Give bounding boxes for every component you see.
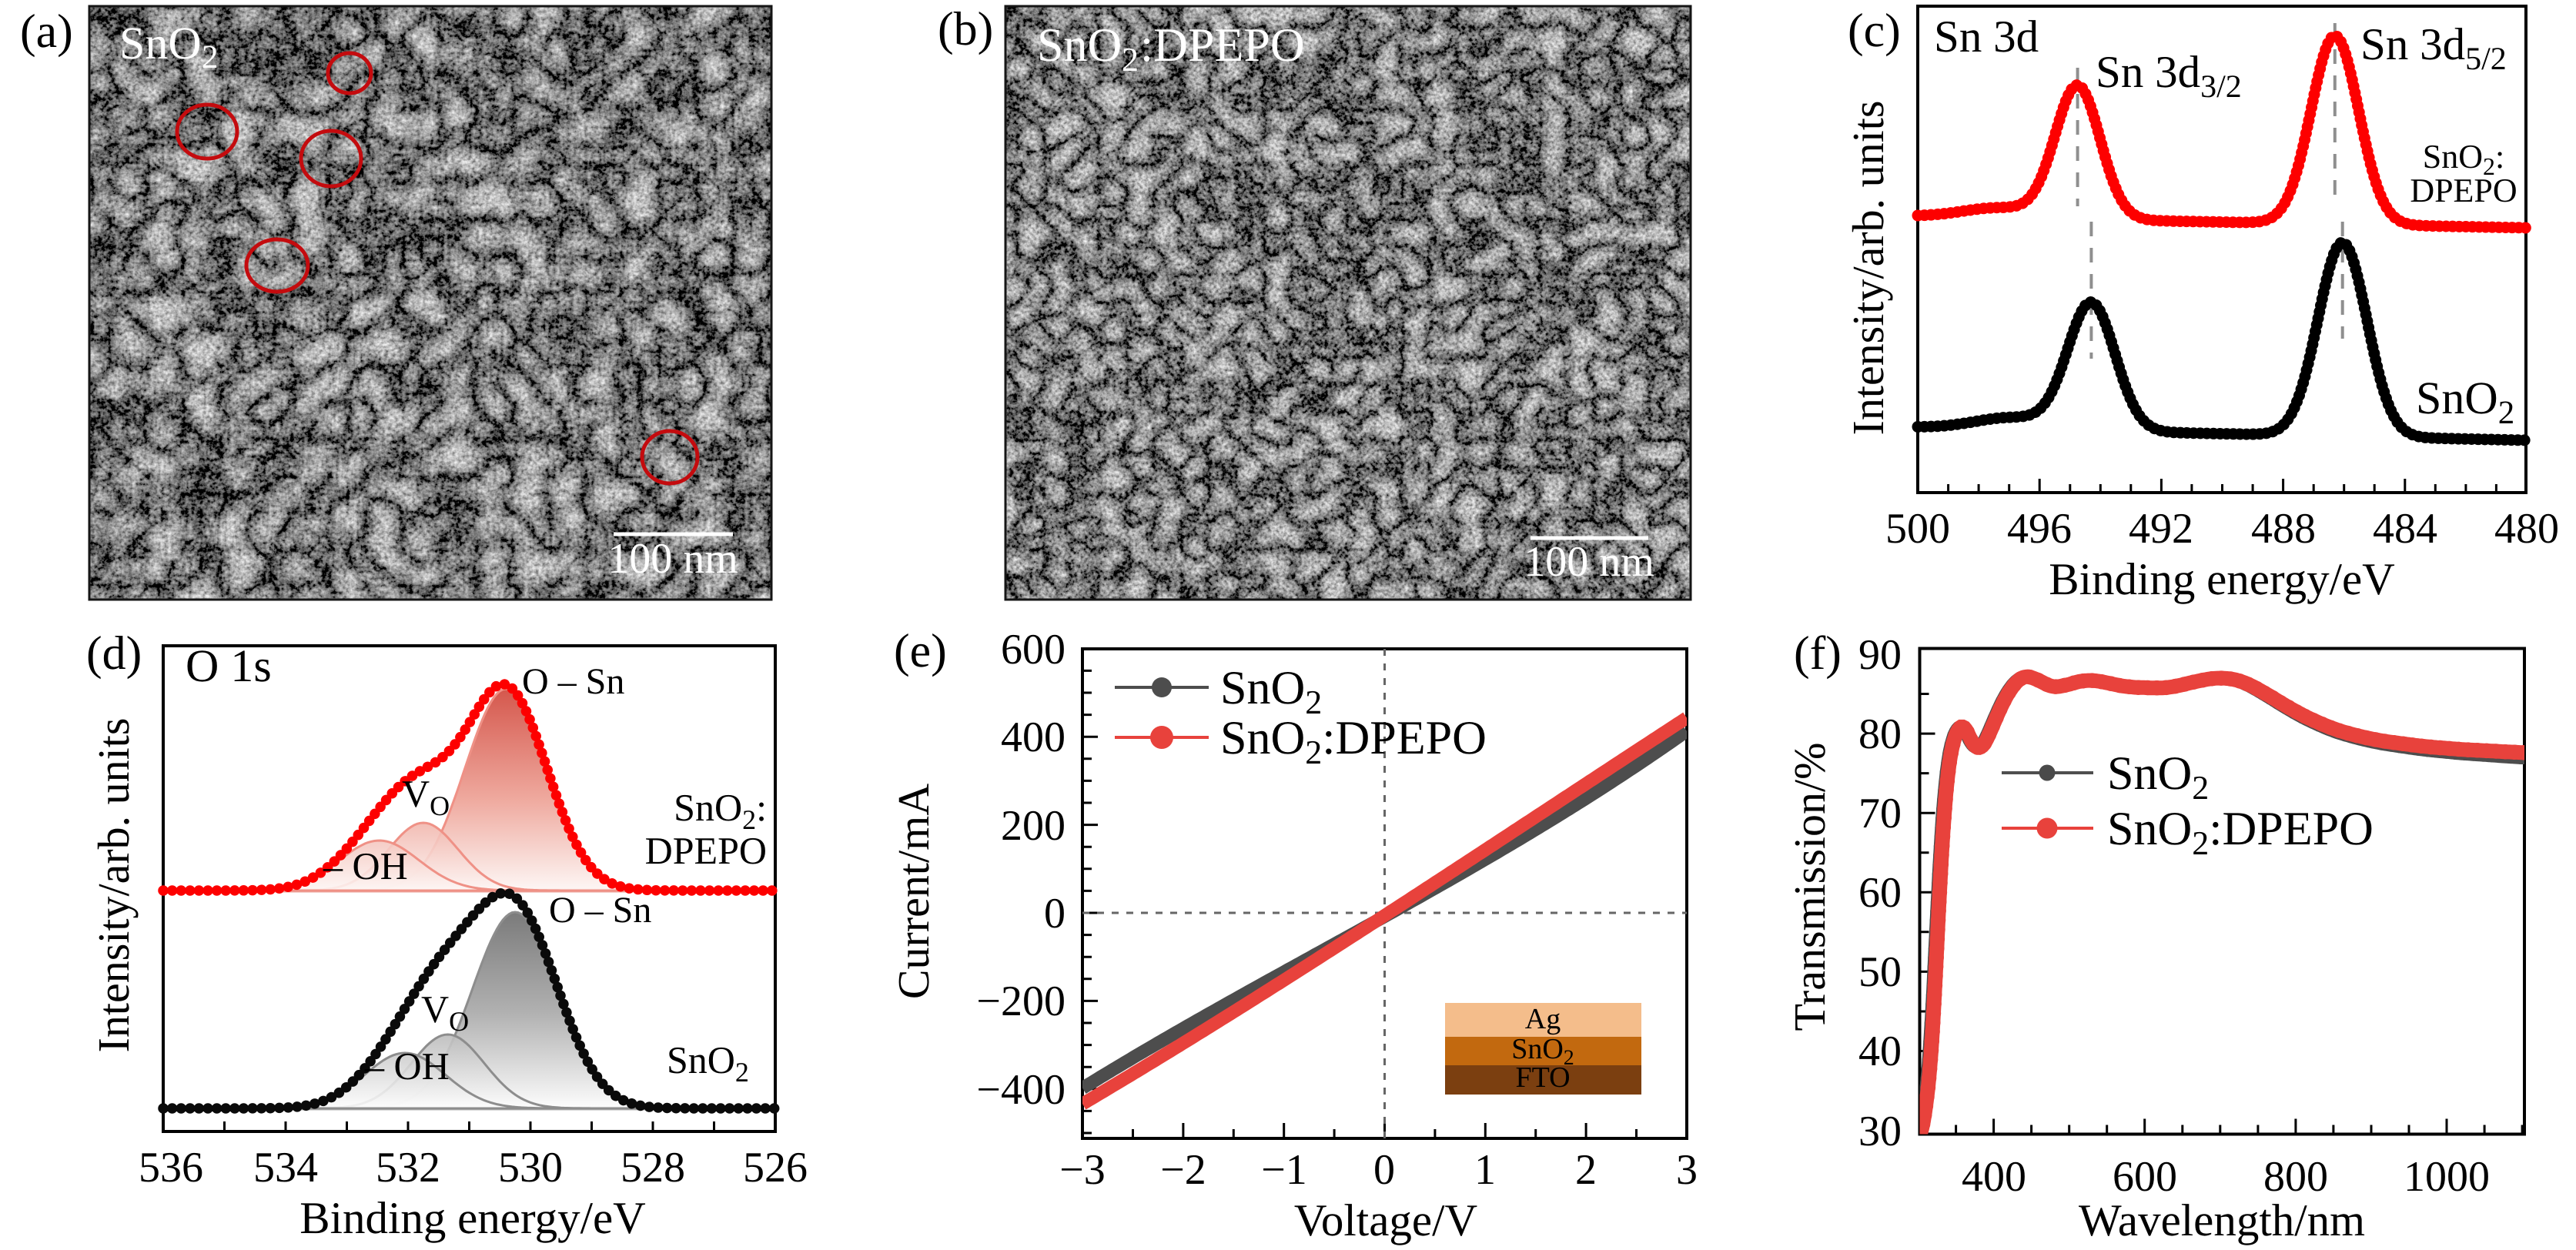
svg-text:Intensity/arb. units: Intensity/arb. units bbox=[1843, 101, 1893, 436]
svg-text:Current/mA: Current/mA bbox=[888, 784, 938, 999]
svg-text:(a): (a) bbox=[20, 5, 73, 58]
svg-text:1000: 1000 bbox=[2404, 1153, 2490, 1201]
svg-text:SnO2:DPEPO: SnO2:DPEPO bbox=[2107, 803, 2374, 862]
svg-text:(c): (c) bbox=[1848, 5, 1901, 57]
svg-text:(b): (b) bbox=[938, 3, 993, 55]
svg-text:– OH: – OH bbox=[364, 1044, 450, 1088]
svg-text::DPEPO: :DPEPO bbox=[1140, 19, 1305, 72]
svg-text:600: 600 bbox=[1001, 626, 1066, 673]
svg-text:480: 480 bbox=[2494, 505, 2559, 553]
svg-text:O – Sn: O – Sn bbox=[549, 890, 651, 931]
svg-text:SnO: SnO bbox=[1037, 19, 1122, 72]
svg-text:DPEPO: DPEPO bbox=[645, 829, 767, 872]
svg-text:Transmission/%: Transmission/% bbox=[1785, 743, 1835, 1031]
svg-text:2: 2 bbox=[1122, 41, 1139, 79]
svg-text:−3: −3 bbox=[1059, 1146, 1106, 1194]
svg-text:SnO2: SnO2 bbox=[2107, 747, 2209, 807]
svg-text:DPEPO: DPEPO bbox=[2410, 172, 2517, 209]
svg-text:O – Sn: O – Sn bbox=[522, 661, 624, 702]
svg-text:100 nm: 100 nm bbox=[1524, 538, 1654, 586]
svg-text:−200: −200 bbox=[976, 978, 1066, 1025]
svg-text:– OH: – OH bbox=[323, 844, 408, 887]
svg-text:−400: −400 bbox=[976, 1066, 1066, 1114]
svg-text:SnO2:: SnO2: bbox=[674, 786, 767, 835]
svg-text:600: 600 bbox=[2113, 1153, 2177, 1201]
svg-text:(e): (e) bbox=[894, 625, 947, 677]
svg-text:SnO: SnO bbox=[119, 18, 202, 69]
svg-text:Binding energy/eV: Binding energy/eV bbox=[299, 1192, 646, 1243]
svg-text:400: 400 bbox=[1962, 1153, 2026, 1201]
svg-text:496: 496 bbox=[2007, 505, 2072, 553]
svg-text:VO: VO bbox=[421, 988, 469, 1037]
svg-text:3: 3 bbox=[1676, 1146, 1698, 1194]
svg-text:800: 800 bbox=[2263, 1153, 2328, 1201]
svg-text:−2: −2 bbox=[1160, 1146, 1206, 1194]
svg-text:536: 536 bbox=[139, 1144, 203, 1192]
svg-text:484: 484 bbox=[2373, 505, 2437, 553]
svg-text:100 nm: 100 nm bbox=[607, 535, 738, 583]
svg-text:534: 534 bbox=[253, 1144, 318, 1192]
svg-text:(d): (d) bbox=[86, 627, 142, 680]
svg-text:70: 70 bbox=[1858, 790, 1902, 837]
svg-text:Intensity/arb. units: Intensity/arb. units bbox=[89, 718, 139, 1053]
svg-text:488: 488 bbox=[2251, 505, 2316, 553]
svg-text:VO: VO bbox=[402, 772, 450, 821]
svg-text:Wavelength/nm: Wavelength/nm bbox=[2079, 1195, 2365, 1245]
svg-text:200: 200 bbox=[1001, 802, 1066, 850]
svg-text:400: 400 bbox=[1001, 714, 1066, 761]
svg-text:60: 60 bbox=[1858, 869, 1902, 917]
svg-text:80: 80 bbox=[1858, 710, 1902, 758]
svg-text:500: 500 bbox=[1885, 505, 1950, 553]
svg-text:Binding energy/eV: Binding energy/eV bbox=[2049, 553, 2395, 604]
svg-text:50: 50 bbox=[1858, 948, 1902, 996]
svg-text:Voltage/V: Voltage/V bbox=[1294, 1195, 1477, 1245]
svg-text:30: 30 bbox=[1858, 1108, 1902, 1155]
svg-text:O 1s: O 1s bbox=[186, 640, 272, 691]
svg-text:492: 492 bbox=[2129, 505, 2193, 553]
svg-text:(f): (f) bbox=[1794, 627, 1842, 680]
svg-text:532: 532 bbox=[376, 1144, 440, 1192]
svg-text:SnO2: SnO2 bbox=[2416, 373, 2514, 431]
svg-text:Sn 3d: Sn 3d bbox=[1934, 11, 2039, 62]
svg-text:SnO2:DPEPO: SnO2:DPEPO bbox=[1220, 712, 1487, 771]
svg-text:0: 0 bbox=[1373, 1146, 1395, 1194]
svg-text:SnO2: SnO2 bbox=[1511, 1033, 1574, 1070]
svg-text:0: 0 bbox=[1044, 890, 1066, 938]
svg-text:1: 1 bbox=[1474, 1146, 1496, 1194]
svg-text:−1: −1 bbox=[1261, 1146, 1307, 1194]
svg-text:Sn 3d3/2: Sn 3d3/2 bbox=[2096, 46, 2242, 105]
svg-text:SnO2: SnO2 bbox=[1220, 662, 1322, 721]
svg-text:FTO: FTO bbox=[1515, 1061, 1570, 1094]
svg-text:526: 526 bbox=[743, 1144, 808, 1192]
svg-text:2: 2 bbox=[202, 39, 219, 75]
svg-text:Sn 3d5/2: Sn 3d5/2 bbox=[2360, 18, 2507, 77]
svg-text:528: 528 bbox=[621, 1144, 685, 1192]
svg-text:SnO2: SnO2 bbox=[667, 1038, 749, 1088]
svg-text:90: 90 bbox=[1858, 631, 1902, 679]
svg-text:530: 530 bbox=[498, 1144, 563, 1192]
svg-text:2: 2 bbox=[1575, 1146, 1597, 1194]
svg-text:Ag: Ag bbox=[1525, 1003, 1561, 1035]
svg-text:40: 40 bbox=[1858, 1028, 1902, 1075]
